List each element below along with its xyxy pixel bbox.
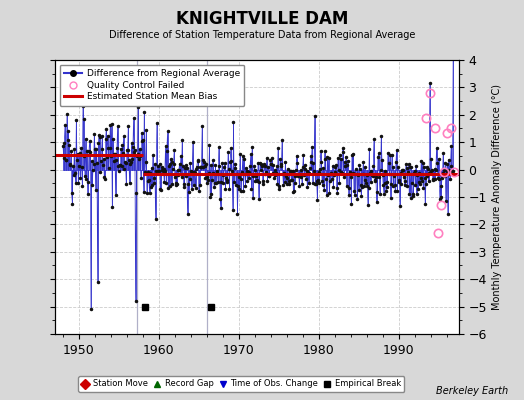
Legend: Station Move, Record Gap, Time of Obs. Change, Empirical Break: Station Move, Record Gap, Time of Obs. C… [78,376,404,392]
Legend: Difference from Regional Average, Quality Control Failed, Estimated Station Mean: Difference from Regional Average, Qualit… [60,64,244,106]
Text: KNIGHTVILLE DAM: KNIGHTVILLE DAM [176,10,348,28]
Text: Berkeley Earth: Berkeley Earth [436,386,508,396]
Y-axis label: Monthly Temperature Anomaly Difference (°C): Monthly Temperature Anomaly Difference (… [492,84,503,310]
Text: Difference of Station Temperature Data from Regional Average: Difference of Station Temperature Data f… [109,30,415,40]
